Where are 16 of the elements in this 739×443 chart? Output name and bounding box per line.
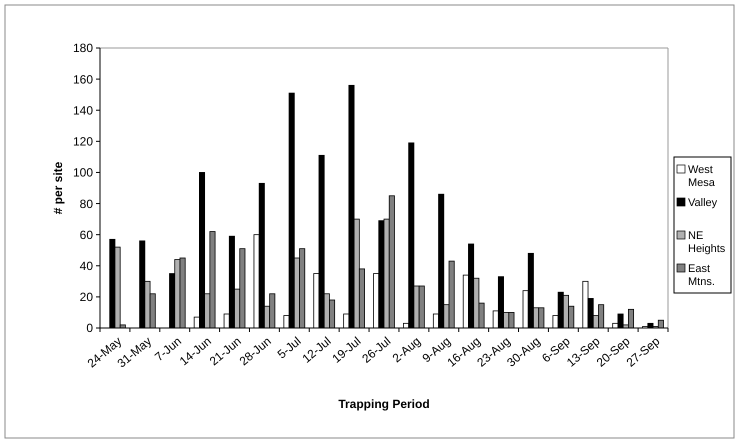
- y-tick-label: 140: [72, 103, 94, 118]
- y-tick-label: 160: [72, 72, 94, 86]
- legend-label: East Mtns.: [688, 262, 715, 288]
- y-tick-label: 80: [80, 196, 94, 211]
- y-tick-label: 100: [72, 166, 94, 180]
- y-tick-label: 40: [80, 258, 94, 273]
- y-tick-label: 60: [80, 228, 94, 242]
- x-axis-title: Trapping Period: [338, 397, 430, 411]
- y-tick-label: 20: [80, 290, 94, 304]
- legend-label: West Mesa: [688, 164, 716, 190]
- y-tick-label: 120: [72, 134, 94, 149]
- legend-label: Valley: [688, 196, 718, 209]
- y-axis-title: # per site: [51, 161, 65, 214]
- legend-label: NE Heights: [688, 230, 726, 256]
- y-tick-label: 180: [72, 41, 94, 56]
- y-tick-label: 0: [86, 321, 94, 336]
